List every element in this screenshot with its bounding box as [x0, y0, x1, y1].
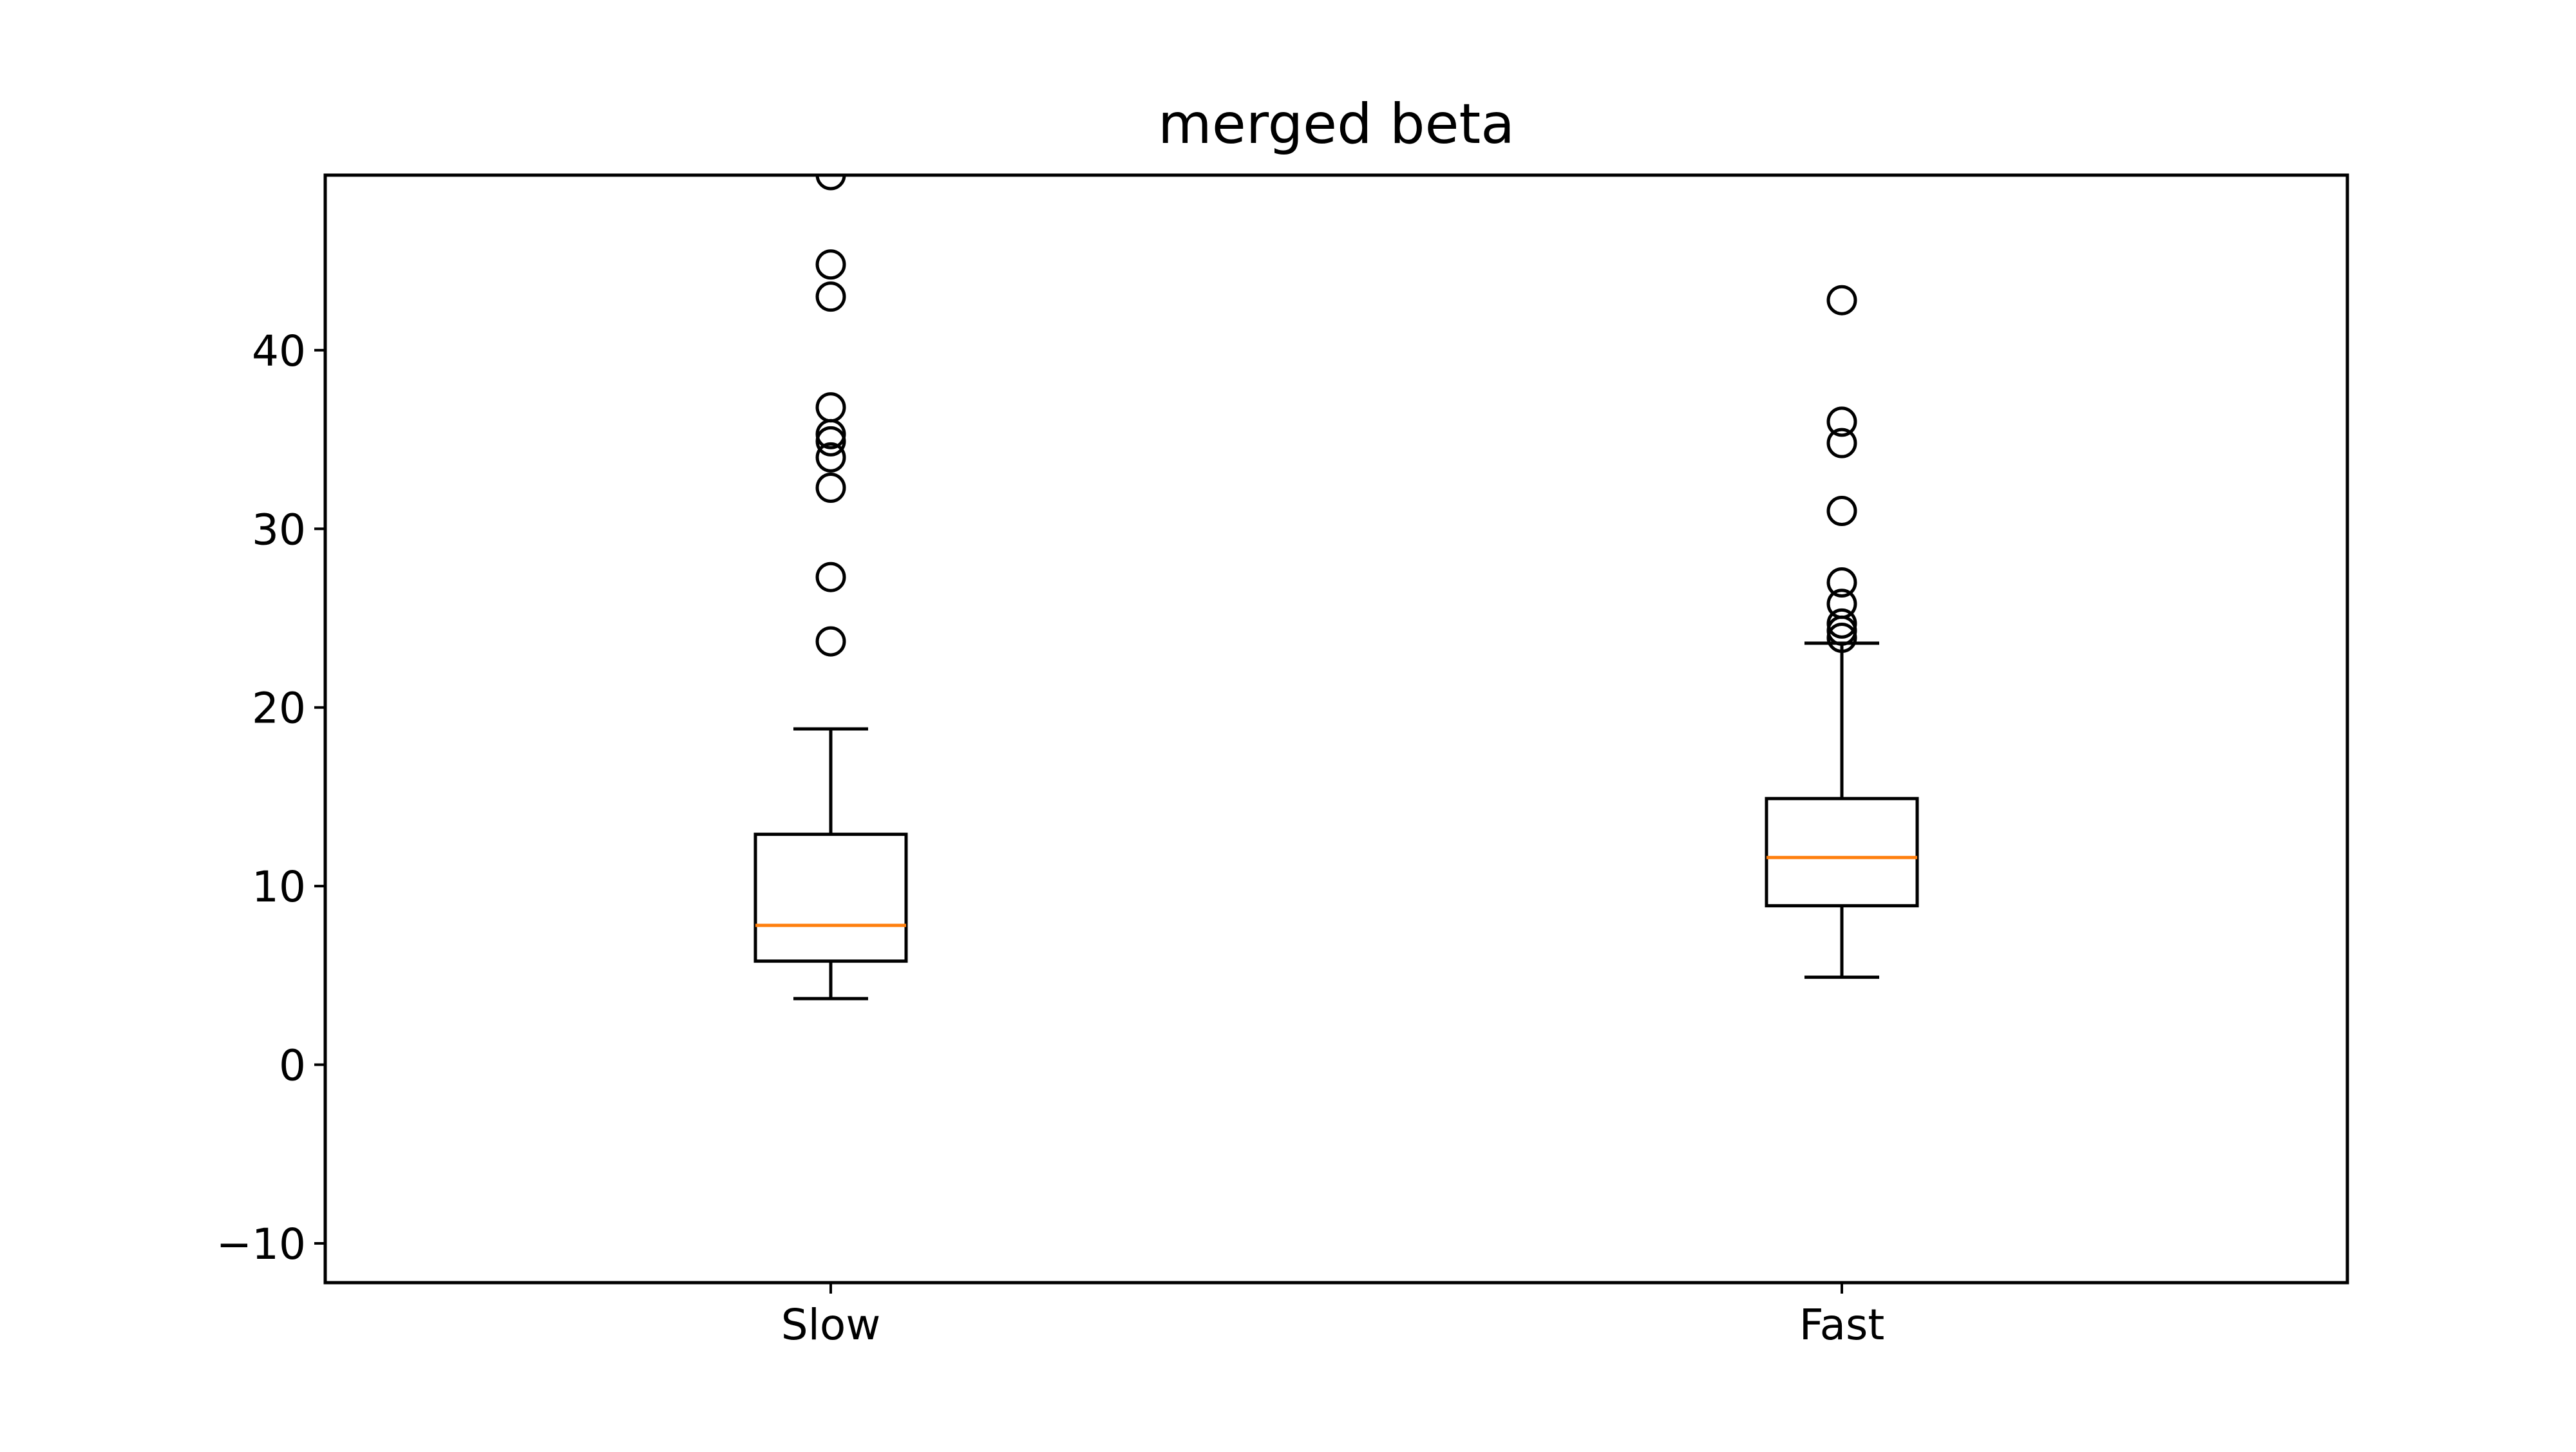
flier-point [815, 175, 846, 191]
y-tick-label: 30 [252, 505, 306, 554]
fliers [1826, 285, 1857, 654]
flier-point [1826, 567, 1857, 598]
flier-point [1826, 428, 1857, 458]
fliers [815, 175, 846, 657]
flier-point [815, 561, 846, 592]
box-group-slow [753, 175, 908, 1001]
flier-point [815, 281, 846, 312]
chart-title: merged beta [1158, 92, 1515, 156]
flier-point [1826, 608, 1857, 639]
flier-point [1826, 623, 1857, 654]
flier-point [1826, 589, 1857, 619]
flier-point [1826, 496, 1857, 527]
y-tick-label: −10 [216, 1220, 306, 1269]
axes: −10 0 10 20 30 40 Slow Fast [216, 173, 2349, 1350]
flier-point [1826, 285, 1857, 316]
y-tick-label: 20 [252, 684, 306, 733]
flier-point [815, 442, 846, 473]
y-tick-label: 10 [252, 862, 306, 912]
box-iqr [753, 833, 908, 963]
plot-area [753, 175, 1919, 1001]
flier-point [815, 392, 846, 423]
axes-frame [323, 173, 2349, 1285]
box-group-fast [1765, 285, 1919, 979]
flier-point [815, 626, 846, 657]
y-tick-label: 0 [279, 1041, 306, 1091]
flier-point [815, 249, 846, 280]
x-tick-label: Slow [781, 1300, 881, 1350]
box-iqr [1765, 797, 1919, 908]
y-tick-label: 40 [252, 326, 306, 376]
flier-point [815, 472, 846, 503]
flier-point [815, 426, 846, 457]
x-tick-label: Fast [1799, 1300, 1885, 1350]
flier-point [1826, 406, 1857, 437]
